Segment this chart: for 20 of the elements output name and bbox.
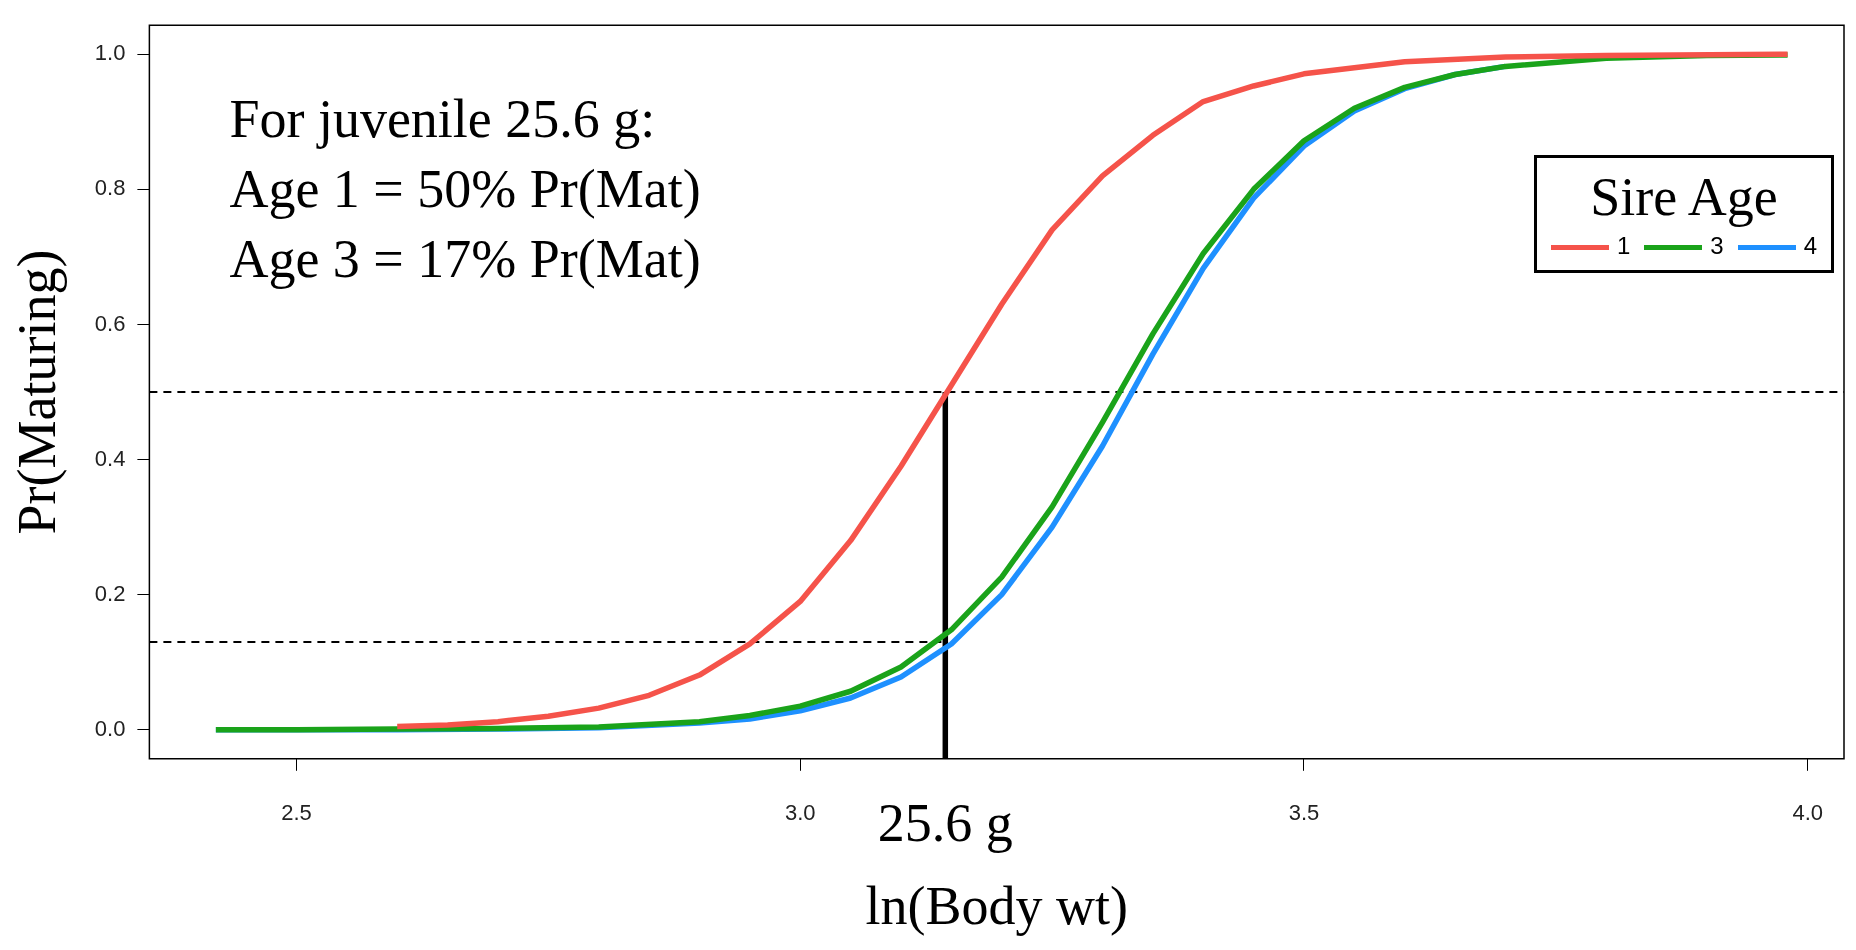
legend-title: Sire Age (1589, 166, 1779, 228)
annotation: 25.6 g (877, 792, 1013, 853)
annotation: Age 3 = 17% Pr(Mat) (229, 229, 701, 290)
y-tick-label: 0.8 (94, 175, 126, 201)
annotation: Age 1 = 50% Pr(Mat) (229, 159, 701, 220)
legend-label: 3 (1710, 232, 1724, 259)
x-axis-title: ln(Body wt) (865, 875, 1128, 936)
x-tick-label: 3.5 (1288, 800, 1320, 826)
y-tick-label: 1.0 (94, 40, 126, 66)
y-tick-label: 0.0 (94, 715, 126, 741)
legend-label: 1 (1616, 232, 1631, 259)
y-tick-label: 0.6 (94, 310, 126, 336)
y-tick-label: 0.4 (94, 445, 126, 471)
y-axis-title: Pr(Maturing) (6, 249, 67, 535)
legend-label: 4 (1803, 232, 1817, 259)
x-tick-label: 3.0 (784, 800, 816, 826)
x-tick-label: 4.0 (1792, 800, 1824, 826)
annotation: For juvenile 25.6 g: (229, 89, 656, 150)
x-tick-label: 2.5 (281, 800, 312, 826)
y-tick-label: 0.2 (94, 580, 126, 606)
